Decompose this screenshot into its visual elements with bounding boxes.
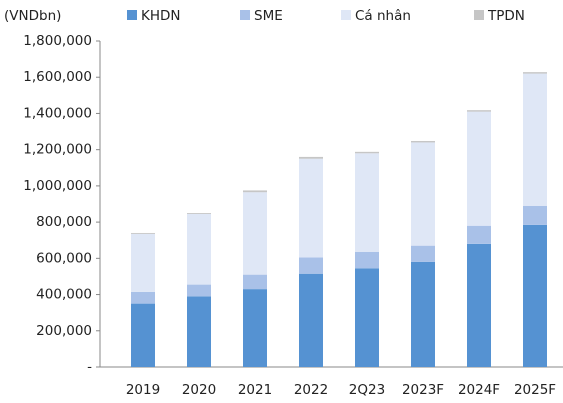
- y-tick-label: 600,000: [36, 250, 92, 266]
- bar-segment: [467, 225, 491, 244]
- bar-segment: [187, 284, 211, 297]
- x-tick-label: 2025F: [514, 382, 556, 398]
- x-tick-label: 2023F: [402, 382, 444, 398]
- bar-segment: [243, 190, 267, 193]
- bar-segment: [299, 257, 323, 274]
- bar-segment: [131, 233, 155, 292]
- bar-segment: [355, 153, 379, 252]
- legend-swatch: [127, 10, 137, 20]
- bar-segment: [187, 296, 211, 367]
- bar-segment: [243, 192, 267, 275]
- legend-label: SME: [254, 8, 283, 24]
- legend-swatch: [474, 10, 484, 20]
- bar-segment: [467, 243, 491, 367]
- x-tick-label: 2Q23: [349, 382, 385, 398]
- bar-segment: [467, 111, 491, 226]
- bar-segment: [411, 245, 435, 262]
- x-tick-label: 2022: [294, 382, 328, 398]
- legend-label: KHDN: [141, 8, 181, 24]
- y-tick-label: 1,600,000: [23, 69, 92, 85]
- bar-segment: [355, 251, 379, 269]
- y-axis-label: (VNDbn): [4, 8, 61, 24]
- bar-segment: [243, 289, 267, 367]
- bar-segment: [131, 232, 155, 234]
- bar-segment: [467, 110, 491, 112]
- y-tick-label: 1,400,000: [23, 105, 92, 121]
- legend-swatch: [240, 10, 250, 20]
- legend-swatch: [341, 10, 351, 20]
- bar-segment: [299, 158, 323, 258]
- x-tick-label: 2021: [238, 382, 272, 398]
- legend-label: Cá nhân: [355, 8, 411, 24]
- bar-segment: [131, 291, 155, 304]
- y-tick-label: 800,000: [36, 214, 92, 230]
- bar-segment: [523, 73, 547, 206]
- x-tick-label: 2019: [126, 382, 160, 398]
- y-tick-label: 200,000: [36, 323, 92, 339]
- y-tick-label: 400,000: [36, 287, 92, 303]
- bar-segment: [523, 72, 547, 74]
- bar-segment: [523, 205, 547, 225]
- bar-segment: [131, 303, 155, 367]
- bar-segment: [411, 142, 435, 246]
- bar-segment: [523, 224, 547, 367]
- bar-segment: [187, 213, 211, 285]
- y-tick-label: 1,000,000: [23, 178, 92, 194]
- x-tick-label: 2024F: [458, 382, 500, 398]
- y-tick-label: -: [87, 359, 92, 375]
- bar-segment: [411, 261, 435, 367]
- bar-segment: [355, 151, 379, 154]
- x-tick-label: 2020: [182, 382, 216, 398]
- y-tick-label: 1,200,000: [23, 142, 92, 158]
- bar-segment: [299, 273, 323, 367]
- bar-segment: [355, 268, 379, 367]
- bar-segment: [187, 213, 211, 214]
- legend-label: TPDN: [487, 8, 525, 24]
- bar-segment: [411, 140, 435, 143]
- bar-segment: [243, 274, 267, 290]
- y-tick-label: 1,800,000: [23, 33, 92, 49]
- bar-segment: [299, 156, 323, 159]
